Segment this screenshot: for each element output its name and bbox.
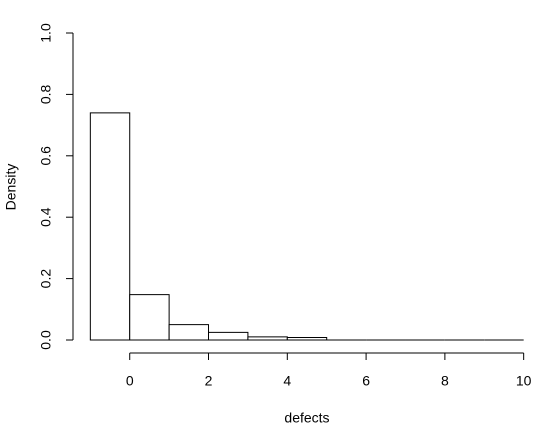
bar [168, 324, 210, 341]
bar [286, 337, 328, 341]
x-tick-label: 10 [516, 373, 532, 389]
y-tick-label: 0.2 [38, 269, 54, 289]
x-tick-label: 8 [441, 373, 449, 389]
y-tick-label: 0.6 [38, 146, 54, 166]
x-tick-label: 2 [205, 373, 213, 389]
x-axis-label: defects [284, 410, 329, 426]
bar [247, 336, 288, 341]
y-tick-label: 0.0 [38, 330, 54, 350]
bar [208, 331, 249, 341]
bar [89, 112, 131, 341]
y-tick-label: 1.0 [38, 23, 54, 43]
x-tick-label: 0 [126, 373, 134, 389]
y-tick-label: 0.8 [38, 84, 54, 104]
bar [129, 294, 170, 341]
y-axis-label: Density [3, 164, 19, 211]
x-tick-label: 4 [283, 373, 291, 389]
y-tick-label: 0.4 [38, 207, 54, 227]
x-tick-label: 6 [362, 373, 370, 389]
